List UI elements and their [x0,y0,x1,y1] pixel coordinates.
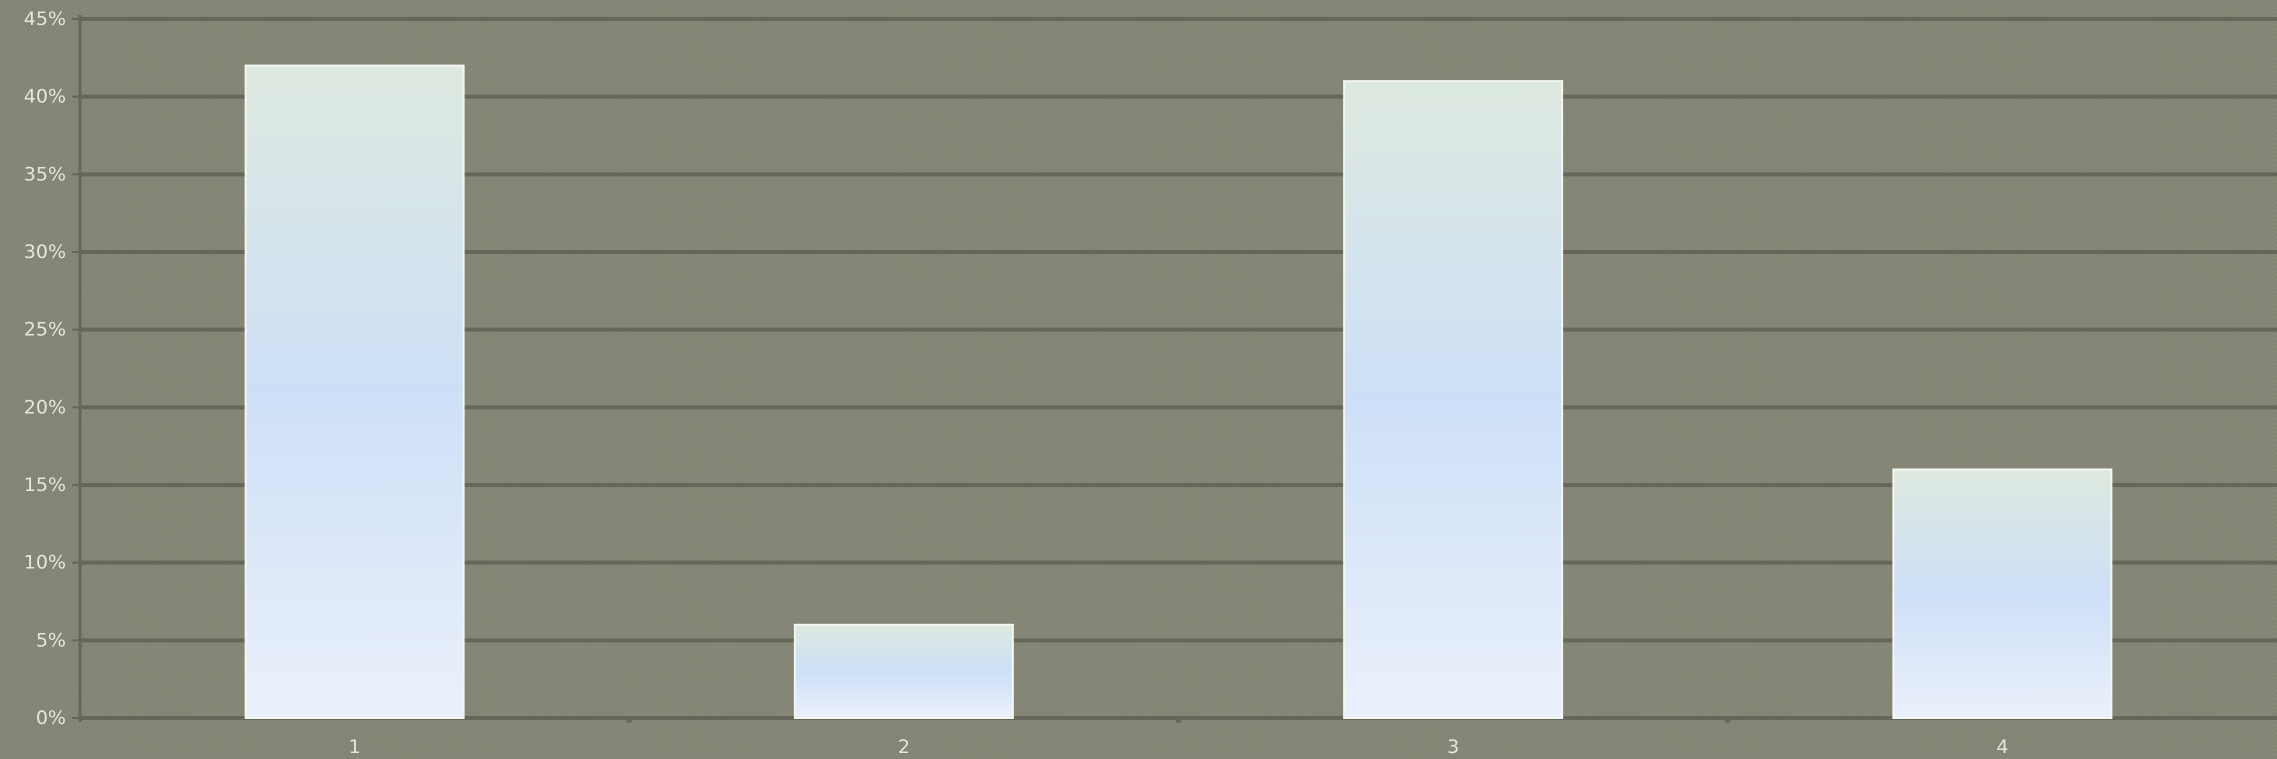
x-tick-mark [1175,717,1182,723]
x-tick-label: 1 [349,736,361,758]
x-tick-labels: 1 2 3 4 [349,736,2009,758]
x-tick-label: 4 [1996,736,2008,758]
x-tick-label: 2 [898,736,910,758]
y-tick-label: 35% [24,163,66,185]
bar [1343,80,1564,719]
bar [1892,468,2113,720]
y-tick-label: 10% [24,552,66,574]
y-tick-label: 30% [24,241,66,263]
y-tick-label: 45% [24,8,66,30]
y-tick-label: 20% [24,396,66,418]
x-tick-mark [1724,717,1731,723]
bars [244,64,2113,720]
bar [244,64,465,720]
bar [793,623,1014,719]
x-tick-mark [626,717,633,723]
y-tick-label: 25% [24,319,66,341]
y-tick-label: 40% [24,86,66,108]
y-tick-label: 15% [24,474,66,496]
x-tick-label: 3 [1447,736,1459,758]
y-tick-label: 5% [36,629,66,651]
y-tick-labels: 0% 5% 10% 15% 20% 25% 30% 35% 40% 45% [24,8,66,729]
y-tick-label: 0% [36,707,66,729]
axes [72,15,1731,723]
